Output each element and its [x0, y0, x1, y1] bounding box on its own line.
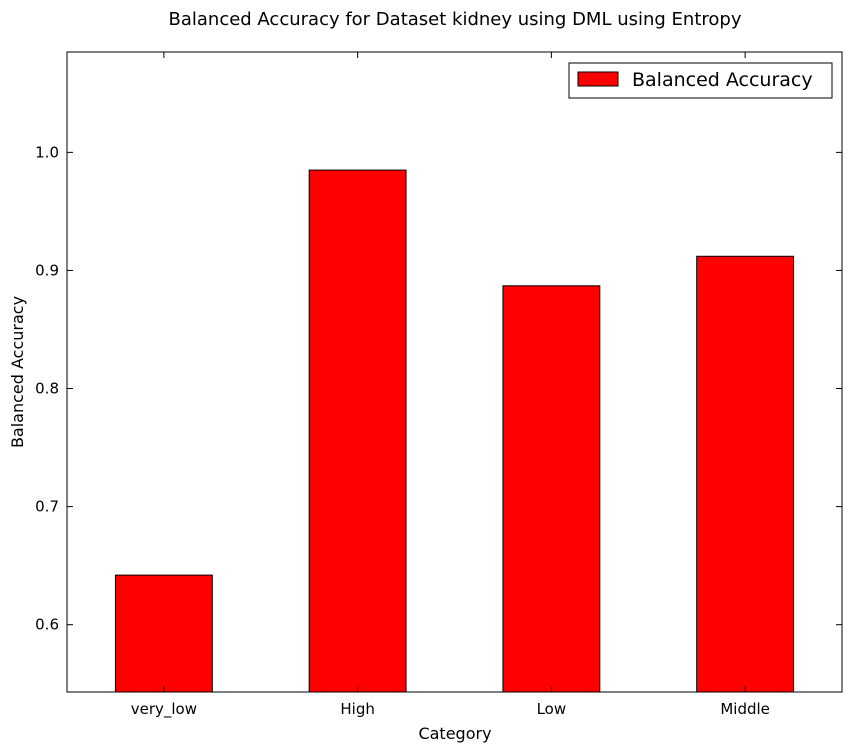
x-tick-label: very_low	[131, 700, 197, 719]
chart-title: Balanced Accuracy for Dataset kidney usi…	[169, 9, 742, 30]
x-tick-label: Middle	[720, 700, 770, 718]
y-tick-label: 0.9	[35, 261, 59, 279]
y-tick-label: 0.6	[35, 616, 59, 634]
y-tick-label: 1.0	[35, 143, 59, 161]
x-axis-label: Category	[418, 724, 491, 743]
legend-label: Balanced Accuracy	[632, 69, 813, 91]
ticks-layer: very_low High Low Middle 0.6 0.7 0.8 0.9 1.0	[35, 52, 842, 719]
x-tick-label: Low	[537, 700, 567, 718]
bars-layer	[114, 169, 795, 693]
y-axis-label: Balanced Accuracy	[8, 296, 27, 448]
bar-very-low	[114, 574, 213, 693]
plot-area-frame	[66, 51, 843, 693]
bar-low	[502, 285, 601, 693]
bar-high	[308, 169, 407, 693]
x-tick-label: High	[340, 700, 374, 718]
legend-swatch	[577, 71, 619, 87]
bar-middle	[696, 255, 795, 693]
y-tick-label: 0.7	[35, 498, 59, 516]
y-tick-label: 0.8	[35, 380, 59, 398]
legend: Balanced Accuracy	[568, 62, 833, 99]
